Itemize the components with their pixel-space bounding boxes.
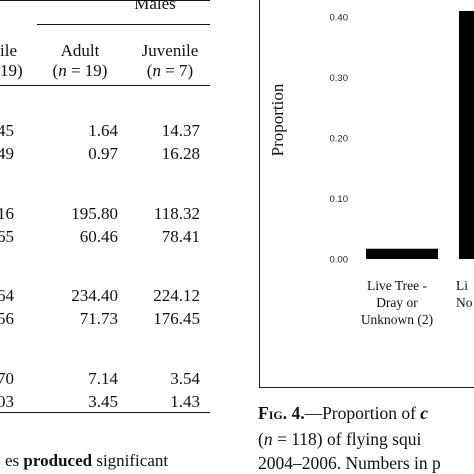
y-tick-label: 0.30 <box>330 73 349 84</box>
bar-1 <box>459 10 474 260</box>
category-label-1-line2: No <box>456 295 473 310</box>
table-cell: 0.97 <box>88 144 118 163</box>
table-cell: 49 <box>0 144 14 163</box>
table-cell: 70 <box>0 369 14 388</box>
category-label-0-line1: Live Tree - <box>367 278 427 293</box>
table-cell: 176.45 <box>153 309 200 328</box>
table-cell: 1.64 <box>88 121 118 140</box>
table-cell: 1.43 <box>170 392 200 411</box>
table-cell: 7.14 <box>88 369 118 388</box>
y-tick-label: 0.00 <box>330 255 349 266</box>
table-cell: 14.37 <box>161 121 200 140</box>
col-header-juvenile-n: (n = 7) <box>146 61 194 80</box>
bar-0 <box>366 248 438 259</box>
y-tick-label: 0.10 <box>330 194 349 205</box>
col-header-adult-label: Adult <box>60 41 100 60</box>
table-cell: 16.28 <box>161 144 200 163</box>
table-bottom-rule <box>0 412 210 413</box>
category-label-1-line1: Li <box>456 278 468 293</box>
table-group-header: Males <box>134 0 176 13</box>
table-cell: 78.41 <box>161 227 200 246</box>
figure-panel <box>259 0 474 388</box>
category-label-0-line3: Unknown (2) <box>360 312 434 327</box>
table-cell: 65 <box>0 227 14 246</box>
table-cell: 60.46 <box>79 227 118 246</box>
category-label-1: Li No <box>456 277 474 311</box>
category-label-0: Live Tree - Dray or Unknown (2) <box>352 277 442 328</box>
table-cell: 03 <box>0 392 14 411</box>
table-cell: 56 <box>0 309 14 328</box>
table-cell: 45 <box>0 121 14 140</box>
body-text-fragment: es produced significant <box>5 451 169 470</box>
category-label-0-line2: Dray or <box>376 295 418 310</box>
y-tick-label: 0.40 <box>330 13 349 24</box>
table-cell: 224.12 <box>153 286 200 305</box>
table-top-rule <box>0 0 210 1</box>
caption-line-3: 2004–2006. Numbers in p <box>258 453 441 473</box>
group-header-rule <box>37 24 210 25</box>
col-header-adult-n: (n = 19) <box>52 61 108 80</box>
header-bottom-rule <box>0 85 210 86</box>
caption-line-2: (n = 118) of flying squi <box>258 429 422 449</box>
table-cell: 234.40 <box>71 286 118 305</box>
table-cell: 118.32 <box>153 204 200 223</box>
table-cell: 3.45 <box>88 392 118 411</box>
table-cell: 71.73 <box>79 309 118 328</box>
table-cell: 195.80 <box>71 204 118 223</box>
caption-line-1: Fig. 4.—Proportion of c <box>258 403 429 423</box>
table-cell: 64 <box>0 286 14 305</box>
table-cell: 3.54 <box>170 369 200 388</box>
y-tick-label: 0.20 <box>330 134 349 145</box>
table-cell: 16 <box>0 204 14 223</box>
col-header-juvenile-label: Juvenile <box>141 41 199 60</box>
